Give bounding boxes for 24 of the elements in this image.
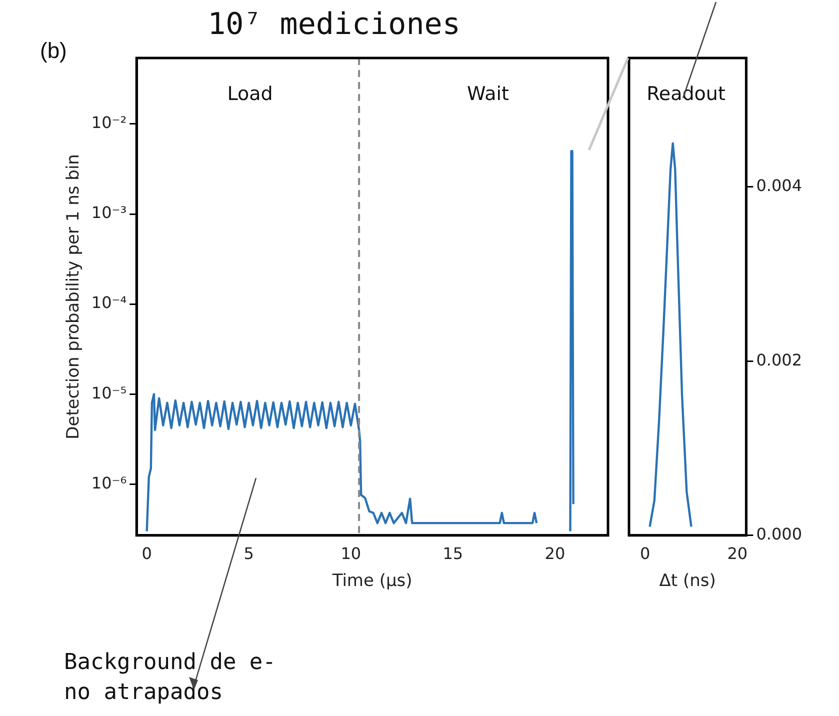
x-tick-label: 15: [442, 544, 464, 564]
y-tick-label: 10⁻²: [91, 113, 127, 132]
annotation: Wait: [466, 82, 510, 107]
y-tick-label: 10⁻⁴: [91, 293, 127, 312]
x-tick-label: 0: [640, 544, 650, 564]
x-axis-title: Δt (ns): [659, 571, 716, 592]
y-tick-label: 10⁻⁶: [91, 473, 127, 492]
x-tick-label: 20: [727, 544, 748, 564]
annotation: Load: [226, 82, 274, 107]
x-axis-title: Time (μs): [331, 571, 412, 592]
y-tick-label: 10⁻³: [91, 203, 127, 222]
chart-title: 10⁷ mediciones: [208, 6, 460, 42]
annotation: Readout: [646, 82, 726, 107]
y-tick-label: 0.004: [756, 176, 802, 196]
text: Background de e- no atrapados: [64, 649, 277, 707]
x-tick-label: 0: [142, 544, 152, 564]
text: (b): [40, 37, 68, 65]
y-axis-title: Detection probability per 1 ns bin: [64, 154, 84, 440]
y-tick-label: 0.000: [756, 524, 802, 544]
y-tick-label: 10⁻⁵: [91, 383, 127, 402]
x-tick-label: 10: [340, 544, 362, 564]
x-tick-label: 20: [544, 544, 566, 564]
y-tick-label: 0.002: [756, 350, 802, 370]
x-tick-label: 5: [244, 544, 254, 564]
